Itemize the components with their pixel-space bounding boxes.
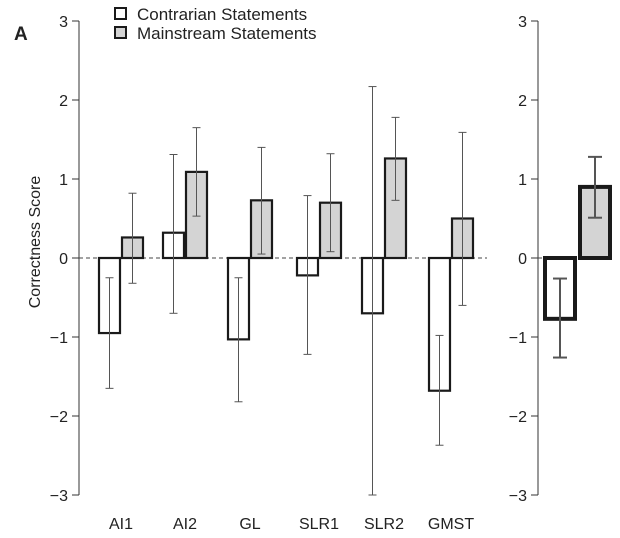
x-tick-label: GL bbox=[239, 516, 260, 533]
x-tick-label: AI1 bbox=[109, 516, 133, 533]
bars-main: AI1 AI2 GL SLR1 SLR2 GMST bbox=[97, 86, 474, 533]
legend-label-contrarian: Contrarian Statements bbox=[137, 5, 307, 24]
legend: Contrarian Statements Mainstream Stateme… bbox=[114, 5, 317, 43]
x-tick-label: SLR1 bbox=[299, 516, 339, 533]
y-summary-tick-label: 0 bbox=[518, 251, 527, 268]
panel-label: A bbox=[14, 24, 28, 45]
legend-swatch-contrarian bbox=[114, 7, 127, 20]
y-summary-tick-label: 1 bbox=[518, 172, 527, 189]
x-tick-label: GMST bbox=[428, 516, 474, 533]
bars-summary bbox=[543, 155, 612, 359]
y-tick-label: 2 bbox=[59, 93, 68, 110]
y-summary-tick-label: 2 bbox=[518, 93, 527, 110]
y-summary-tick-label: −1 bbox=[509, 330, 527, 347]
y-summary-tick-label: −2 bbox=[509, 409, 527, 426]
x-tick-label: AI2 bbox=[173, 516, 197, 533]
y-tick-label: −3 bbox=[50, 488, 68, 505]
legend-label-mainstream: Mainstream Statements bbox=[137, 24, 317, 43]
y-tick-label: 0 bbox=[59, 251, 68, 268]
x-tick-label: SLR2 bbox=[364, 516, 404, 533]
legend-swatch-mainstream bbox=[114, 26, 127, 39]
y-summary-tick-label: −3 bbox=[509, 488, 527, 505]
y-tick-label: −2 bbox=[50, 409, 68, 426]
y-tick-label: 1 bbox=[59, 172, 68, 189]
y-summary-tick-label: 3 bbox=[518, 14, 527, 31]
y-tick-label: 3 bbox=[59, 14, 68, 31]
y-tick-label: −1 bbox=[50, 330, 68, 347]
y-axis-main: −3 −2 −1 0 1 2 3 bbox=[50, 14, 487, 505]
y-axis-label: Correctness Score bbox=[27, 176, 44, 309]
